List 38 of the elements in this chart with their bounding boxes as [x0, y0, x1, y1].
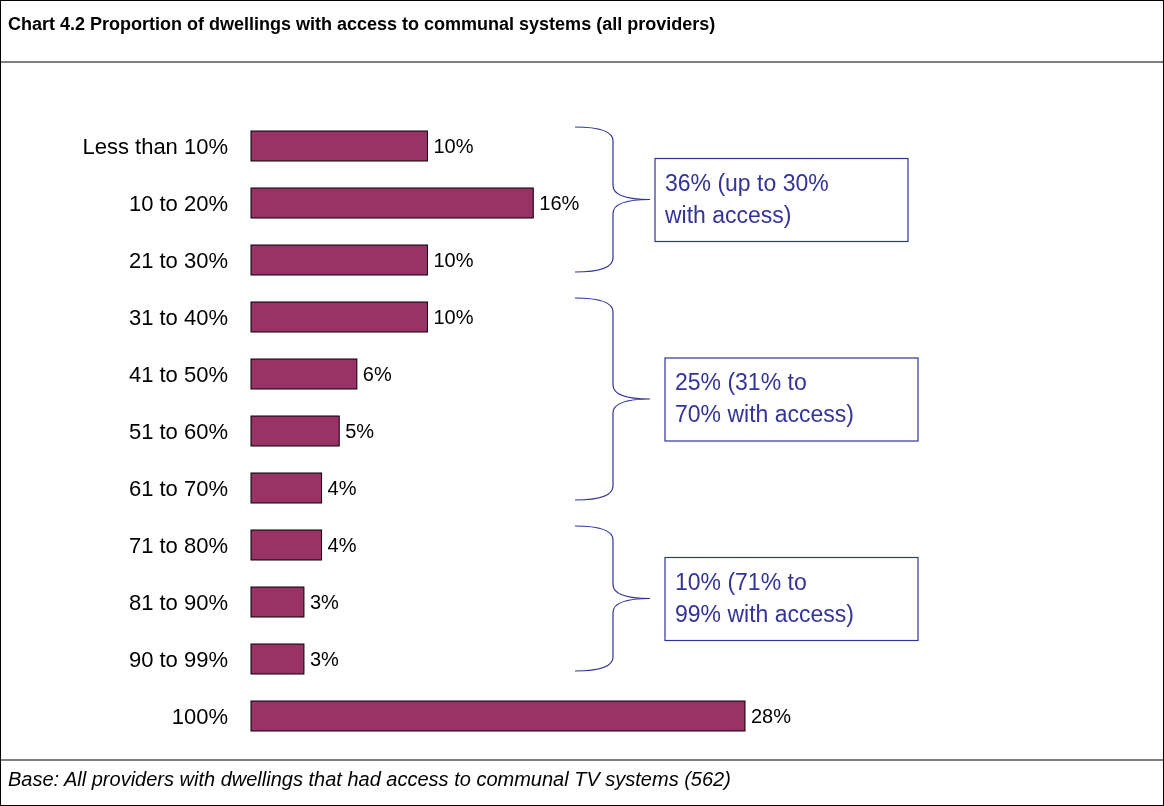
bar: [250, 130, 428, 162]
bar: [250, 529, 323, 561]
data-label: 3%: [309, 591, 340, 613]
annotation: 25% (31% to 70% with access): [675, 369, 854, 427]
y-tick-label: Less than 10%: [82, 134, 228, 159]
y-tick-label: 41 to 50%: [128, 362, 228, 387]
y-tick-label: 61 to 70%: [128, 476, 228, 501]
bar: [250, 586, 305, 618]
bar: [250, 700, 746, 732]
data-label: 4%: [327, 534, 357, 556]
y-tick-label: 10 to 20%: [128, 191, 228, 216]
data-label: 10%: [433, 135, 474, 157]
data-label: 16%: [539, 192, 580, 214]
data-label: 10%: [433, 306, 474, 328]
y-tick-label: 51 to 60%: [128, 419, 228, 444]
bar: [250, 301, 428, 333]
bar: [250, 244, 428, 276]
text: Base: All providers with dwellings that had access to communal TV systems (562): [8, 768, 731, 790]
y-tick-label: 81 to 90%: [128, 590, 228, 615]
bar: [250, 187, 534, 219]
data-label: 5%: [345, 420, 375, 442]
chart-title: Chart 4.2 Proportion of dwellings with access to communal systems (all providers): [8, 14, 716, 34]
y-tick-label: 100%: [171, 704, 228, 729]
data-label: 10%: [433, 249, 474, 271]
bar: [250, 643, 305, 675]
y-tick-label: 31 to 40%: [128, 305, 228, 330]
data-label: 28%: [751, 705, 792, 727]
bar: [250, 415, 340, 447]
annotation: 36% (up to 30% with access): [664, 169, 829, 228]
data-label: 6%: [362, 363, 392, 385]
data-label: 3%: [309, 648, 340, 670]
y-tick-label: 71 to 80%: [128, 533, 228, 558]
bar: [250, 358, 358, 390]
data-label: 4%: [327, 477, 357, 499]
y-tick-label: 90 to 99%: [128, 647, 228, 672]
annotation: 10% (71% to 99% with access): [675, 568, 854, 627]
bar: [250, 472, 323, 504]
y-tick-label: 21 to 30%: [128, 248, 228, 273]
